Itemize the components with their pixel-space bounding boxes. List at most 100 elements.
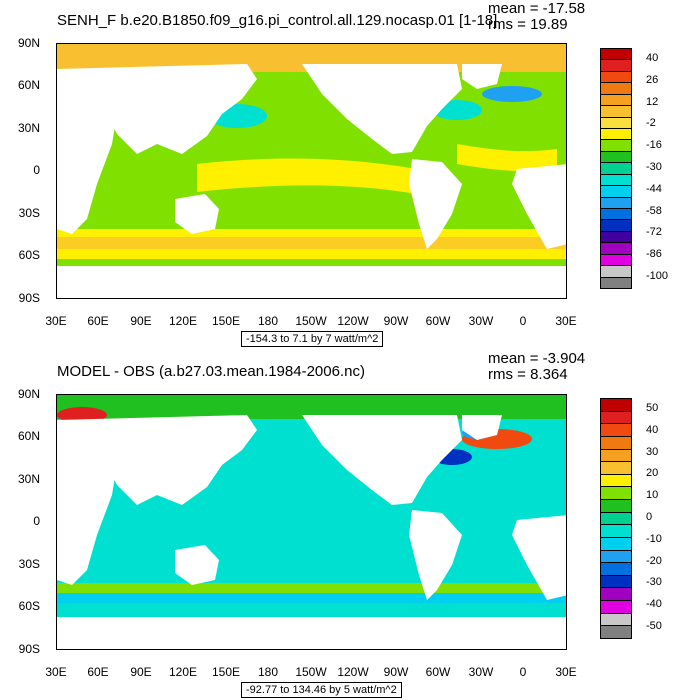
lat-tick-label: 90N	[17, 387, 40, 401]
lat-tick-label: 30N	[17, 472, 40, 486]
arctic-warm-feature	[57, 407, 107, 423]
colorbar-tick-label: -72	[646, 226, 662, 239]
southern-band-warm	[57, 237, 566, 249]
colorbar-cell	[600, 549, 632, 564]
greenland-landmass	[462, 64, 502, 89]
equatorial-band	[197, 158, 417, 194]
lon-tick-label: 150E	[211, 314, 241, 328]
lon-tick-label: 180	[257, 314, 279, 328]
south-america-landmass	[409, 159, 462, 249]
lon-tick-label: 60W	[425, 314, 451, 328]
colorbar-cell	[600, 625, 632, 639]
atlantic-band	[457, 144, 557, 172]
lon-tick-label: 60W	[425, 665, 451, 679]
colorbar-cell	[600, 562, 632, 576]
lon-tick-label: 0	[519, 314, 527, 328]
colorbar-tick-label: 20	[646, 467, 659, 480]
mean-label: mean = -17.58	[488, 0, 586, 17]
colorbar-tick-label: -2	[646, 117, 656, 130]
colorbar-tick-label: 40	[646, 423, 659, 436]
colorbar-tick-label: -86	[646, 248, 662, 261]
map-plot-area	[56, 394, 567, 650]
colorbar-cell	[600, 587, 632, 602]
colorbar-tick-label: -40	[646, 598, 662, 611]
lat-tick-label: 60N	[17, 429, 40, 443]
antarctica-landmass	[57, 266, 566, 298]
australia-landmass	[175, 194, 219, 234]
contour-range-label: -154.3 to 7.1 by 7 watt/m^2	[241, 331, 384, 347]
lon-tick-label: 150E	[211, 665, 241, 679]
lat-tick-label: 60N	[17, 78, 40, 92]
colorbar-cell	[600, 398, 632, 412]
rms-label: rms = 19.89	[488, 16, 568, 33]
colorbar-tick-label: -16	[646, 139, 662, 152]
contour-range-label: -92.77 to 134.46 by 5 watt/m^2	[241, 682, 402, 698]
lon-tick-label: 90E	[130, 665, 152, 679]
colorbar-cell	[600, 461, 632, 475]
lat-tick-label: 90S	[18, 291, 40, 305]
colorbar-cell	[600, 448, 632, 463]
lon-tick-label: 30W	[468, 665, 494, 679]
lon-tick-label: 60E	[87, 314, 109, 328]
top-map-panel: SENH_F b.e20.B1850.f09_g16.pi_control.al…	[17, 0, 669, 347]
colorbar-tick-label: 12	[646, 95, 659, 108]
lon-tick-label: 120W	[337, 314, 369, 328]
colorbar-cell	[600, 536, 632, 551]
lon-tick-label: 90W	[383, 665, 409, 679]
colorbar-cell	[600, 600, 632, 614]
lon-tick-label: 150W	[295, 314, 327, 328]
lon-tick-label: 90W	[383, 314, 409, 328]
colorbar-tick-label: 26	[646, 73, 659, 86]
map-title: SENH_F b.e20.B1850.f09_g16.pi_control.al…	[57, 12, 498, 29]
colorbar-cell	[600, 435, 632, 450]
lon-tick-label: 120W	[337, 665, 369, 679]
southern-band-cool	[57, 593, 566, 603]
map-title: MODEL - OBS (a.b27.03.mean.1984-2006.nc)	[57, 363, 365, 380]
eurasia-landmass	[57, 415, 257, 505]
lat-tick-label: 90N	[17, 36, 40, 50]
colorbar-cell	[600, 511, 632, 526]
africa-east-landmass	[512, 164, 566, 249]
colorbar-cell	[600, 423, 632, 437]
colorbar-tick-label: 10	[646, 489, 659, 502]
lat-tick-label: 60S	[18, 599, 40, 613]
lat-tick-label: 30S	[18, 206, 40, 220]
colorbar-tick-label: 30	[646, 445, 659, 458]
lon-tick-label: 150W	[295, 665, 327, 679]
rms-label: rms = 8.364	[488, 366, 568, 383]
colorbar-cell	[600, 574, 632, 589]
colorbar-cell	[600, 276, 632, 289]
map-plot-area	[56, 43, 567, 299]
north-america-landmass	[302, 415, 462, 505]
lat-tick-label: 90S	[18, 642, 40, 656]
bottom-map-panel: MODEL - OBS (a.b27.03.mean.1984-2006.nc)…	[0, 350, 700, 700]
colorbar-tick-label: 0	[646, 511, 653, 523]
antarctica-landmass	[57, 617, 566, 649]
lat-tick-label: 0	[33, 163, 40, 177]
lon-tick-label: 30W	[468, 314, 494, 328]
colorbar-tick-label: -20	[646, 554, 662, 567]
africa-landmass	[57, 84, 117, 234]
lon-tick-label: 30E	[45, 665, 67, 679]
colorbar-cell	[600, 499, 632, 513]
colorbar-cell	[600, 486, 632, 501]
north-atlantic-feature	[482, 86, 542, 102]
colorbar-tick-label: -100	[646, 270, 669, 283]
lon-tick-label: 120E	[168, 665, 198, 679]
lat-tick-label: 0	[33, 514, 40, 528]
lon-tick-label: 120E	[168, 314, 198, 328]
eurasia-landmass	[57, 64, 257, 154]
lon-tick-label: 30E	[555, 665, 577, 679]
colorbar-tick-label: 50	[646, 401, 659, 414]
north-america-landmass	[302, 64, 462, 154]
colorbar-tick-label: -58	[646, 204, 662, 217]
colorbar-tick-label: -30	[646, 576, 662, 589]
lon-tick-label: 0	[519, 665, 527, 679]
colorbar-tick-label: 40	[646, 51, 659, 64]
colorbar-cell	[600, 473, 632, 488]
africa-landmass	[57, 435, 117, 585]
colorbar-tick-label: -50	[646, 620, 662, 633]
lat-tick-label: 60S	[18, 248, 40, 262]
lon-tick-label: 30E	[555, 314, 577, 328]
colorbar-tick-label: -44	[646, 182, 662, 195]
